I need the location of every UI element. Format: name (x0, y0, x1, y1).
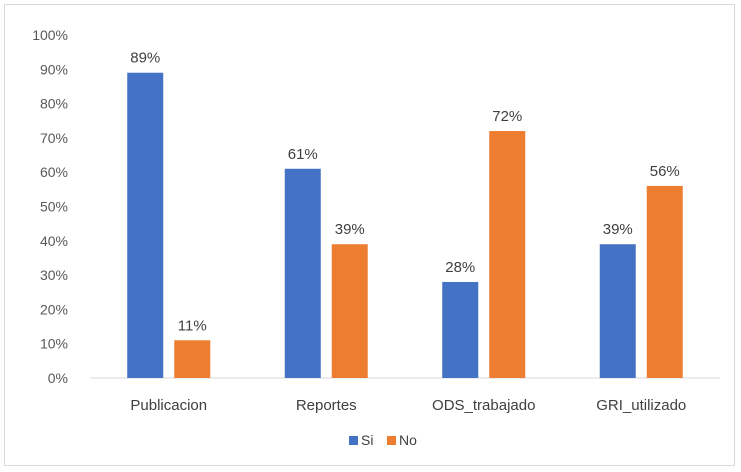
data-label: 28% (445, 259, 475, 276)
legend-label: Si (361, 432, 373, 448)
y-tick-label: 70% (40, 130, 68, 146)
x-category-label: Reportes (296, 397, 357, 414)
y-tick-label: 0% (48, 370, 68, 386)
y-tick-label: 40% (40, 233, 68, 249)
legend-swatch-no (387, 436, 396, 445)
y-tick-label: 90% (40, 61, 68, 77)
data-label: 56% (650, 163, 680, 180)
bar-si-reportes (284, 168, 321, 378)
bar-no-ods_trabajado (489, 131, 526, 378)
y-tick-label: 30% (40, 267, 68, 283)
y-tick-label: 100% (32, 27, 68, 43)
data-label: 39% (335, 221, 365, 238)
data-label: 11% (178, 317, 207, 334)
x-category-label: ODS_trabajado (432, 397, 535, 414)
y-tick-label: 50% (40, 199, 68, 215)
bar-no-gri_utilizado (646, 185, 683, 378)
legend-label: No (399, 432, 417, 448)
bar-si-gri_utilizado (599, 244, 636, 378)
y-tick-label: 10% (40, 336, 68, 352)
data-label: 72% (492, 108, 522, 125)
bar-si-publicacion (127, 72, 164, 378)
legend-swatch-si (349, 436, 358, 445)
x-category-label: Publicacion (130, 397, 207, 414)
bar-no-publicacion (174, 340, 211, 378)
data-label: 39% (603, 221, 633, 238)
y-tick-label: 20% (40, 301, 68, 317)
data-label: 61% (288, 146, 318, 163)
bar-si-ods_trabajado (442, 281, 479, 378)
chart-frame (4, 4, 735, 466)
x-category-label: GRI_utilizado (596, 397, 686, 414)
data-label: 89% (130, 50, 160, 67)
y-tick-label: 60% (40, 164, 68, 180)
bar-no-reportes (331, 244, 368, 378)
y-tick-label: 80% (40, 96, 68, 112)
